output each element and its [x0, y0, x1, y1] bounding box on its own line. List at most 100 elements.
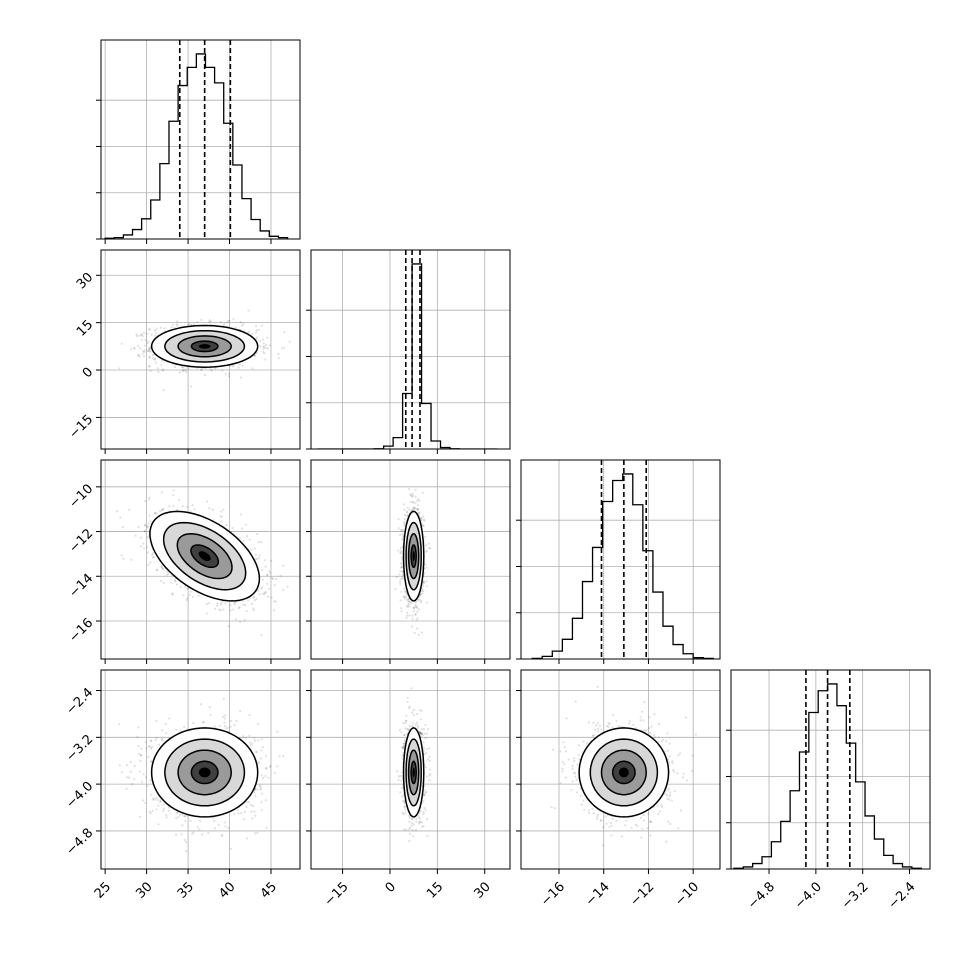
scatter-point: [263, 352, 266, 355]
scatter-point: [420, 631, 424, 634]
scatter-point: [263, 345, 266, 348]
scatter-point: [254, 324, 258, 328]
scatter-point: [234, 326, 237, 329]
scatter-point: [263, 593, 266, 596]
scatter-point: [397, 527, 400, 530]
scatter-point: [196, 321, 199, 324]
scatter-point: [245, 837, 249, 840]
scatter-point: [417, 599, 420, 602]
scatter-point: [260, 749, 263, 752]
scatter-point: [303, 553, 305, 555]
scatter-point: [265, 573, 269, 576]
scatter-point: [206, 500, 209, 503]
scatter-point: [229, 609, 232, 612]
scatter-point: [189, 510, 192, 513]
scatter-point: [248, 801, 251, 804]
scatter-point: [260, 324, 263, 327]
scatter-point: [150, 333, 153, 336]
scatter-point: [421, 592, 424, 595]
scatter-point: [162, 809, 165, 813]
scatter-point: [424, 563, 427, 566]
scatter-point: [410, 625, 413, 628]
panel-content: [311, 460, 510, 659]
scatter-point: [220, 520, 223, 523]
scatter-point: [399, 599, 402, 602]
scatter-point: [399, 570, 402, 573]
scatter-point: [213, 827, 216, 830]
scatter-point: [147, 350, 150, 353]
scatter-point: [258, 784, 262, 787]
scatter-point: [247, 330, 250, 333]
scatter-point: [414, 604, 417, 607]
scatter-point: [170, 326, 173, 329]
scatter-point: [258, 554, 261, 557]
scatter-point: [163, 327, 166, 330]
scatter-point: [401, 532, 404, 536]
scatter-point: [192, 831, 195, 834]
scatter-point: [395, 576, 398, 579]
scatter-point: [260, 634, 263, 637]
scatter-point: [142, 355, 146, 358]
scatter-point: [160, 491, 163, 494]
scatter-point: [407, 604, 411, 608]
scatter-point: [238, 363, 241, 366]
scatter-point: [238, 606, 241, 609]
scatter-point: [422, 581, 425, 584]
scatter-point: [96, 340, 98, 342]
scatter-point: [232, 318, 235, 321]
scatter-point: [247, 309, 250, 312]
scatter-point: [422, 515, 425, 518]
scatter-point: [250, 548, 253, 551]
scatter-point: [413, 506, 416, 509]
scatter-point: [412, 507, 415, 510]
scatter-point: [147, 525, 150, 528]
scatter-point: [128, 508, 131, 511]
scatter-point: [262, 342, 265, 345]
scatter-point: [262, 338, 265, 341]
scatter-point: [260, 738, 263, 741]
scatter-point: [406, 606, 410, 609]
scatter-point: [259, 787, 263, 790]
scatter-point: [162, 581, 165, 585]
scatter-point: [224, 725, 227, 728]
scatter-point: [273, 584, 276, 587]
scatter-point: [415, 619, 418, 622]
scatter-point: [141, 333, 144, 336]
scatter-point: [161, 508, 164, 511]
scatter-point: [191, 504, 194, 507]
scatter-point: [165, 573, 168, 576]
scatter-point: [149, 812, 152, 815]
scatter-point: [401, 530, 404, 533]
scatter-point: [141, 335, 144, 338]
scatter-point: [216, 602, 219, 605]
y-tick-label: −12: [66, 526, 96, 556]
scatter-point: [140, 781, 143, 784]
scatter-point: [403, 508, 406, 512]
scatter-point: [422, 518, 426, 521]
scatter-point: [193, 508, 196, 511]
scatter-point: [145, 332, 148, 335]
scatter-point: [156, 569, 159, 572]
scatter-point: [418, 499, 421, 502]
scatter-point: [264, 358, 267, 361]
scatter-point: [407, 598, 411, 601]
scatter-point: [408, 508, 411, 511]
scatter-point: [403, 595, 406, 598]
scatter-point: [153, 357, 156, 360]
scatter-point: [405, 604, 409, 608]
scatter-point: [147, 563, 150, 566]
scatter-point: [399, 578, 403, 581]
scatter-point: [399, 552, 403, 555]
scatter-point: [242, 599, 245, 603]
scatter-point: [409, 602, 413, 605]
scatter-point: [245, 609, 248, 613]
scatter-point: [209, 713, 212, 716]
scatter-point: [151, 553, 154, 557]
scatter-point: [406, 511, 409, 514]
panel-content: [101, 40, 300, 239]
scatter-point: [130, 558, 133, 561]
scatter-point: [176, 508, 179, 511]
scatter-point: [126, 776, 129, 779]
scatter-point: [119, 516, 122, 519]
